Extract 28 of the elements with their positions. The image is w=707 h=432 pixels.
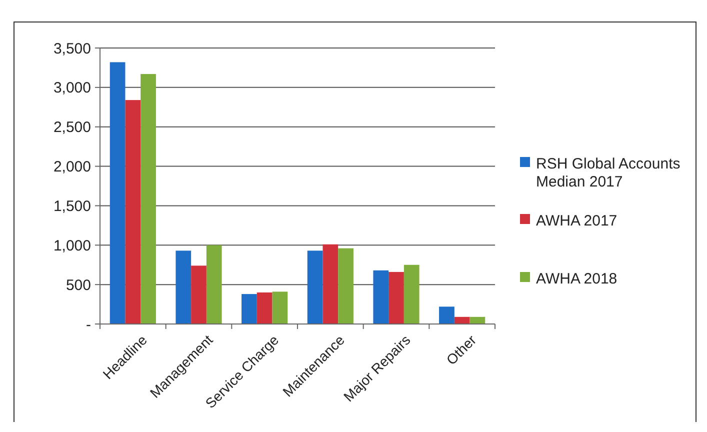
y-tick-label: 2,000 — [53, 158, 91, 176]
legend-label: RSH Global Accounts Median 2017 — [536, 155, 680, 190]
bar — [206, 245, 222, 324]
bar — [322, 244, 338, 324]
y-tick-label: 3,000 — [53, 80, 91, 97]
bar — [125, 100, 141, 324]
y-tick-label: 1,000 — [53, 237, 91, 254]
bar — [338, 248, 354, 324]
y-tick-label: 2,500 — [53, 119, 91, 136]
bar — [176, 250, 192, 324]
bar — [110, 62, 126, 324]
bar — [404, 264, 420, 324]
y-tick-label: 1,500 — [53, 198, 91, 215]
bar — [373, 270, 389, 324]
legend-label: AWHA 2018 — [536, 270, 618, 288]
y-tick-label: 500 — [66, 276, 91, 294]
y-tick-label: 3,500 — [53, 40, 91, 58]
bar — [140, 74, 156, 324]
bar — [256, 292, 272, 324]
bar — [307, 250, 323, 324]
y-tick-label: - — [86, 316, 91, 334]
bar — [454, 316, 470, 324]
bar — [388, 272, 404, 324]
legend-label: AWHA 2017 — [536, 212, 618, 230]
bar — [439, 306, 454, 324]
bar — [242, 294, 257, 324]
bar — [191, 266, 206, 324]
bar — [272, 292, 288, 324]
